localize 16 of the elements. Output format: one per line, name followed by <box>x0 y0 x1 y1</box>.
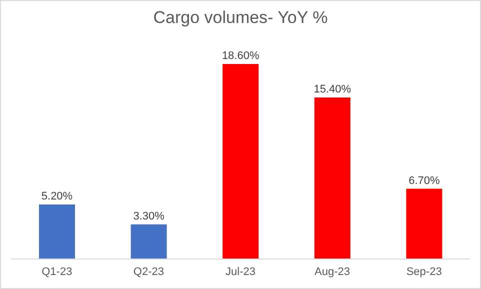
data-label: 5.20% <box>41 190 73 202</box>
data-label: 18.60% <box>222 50 260 62</box>
data-label: 3.30% <box>133 210 165 222</box>
data-label: 15.40% <box>314 84 352 96</box>
bar <box>314 98 350 259</box>
bar <box>39 204 75 259</box>
bar <box>130 224 167 259</box>
chart-title: Cargo volumes- YoY % <box>152 8 329 28</box>
x-tick-label: Q1-23 <box>42 266 72 278</box>
x-tick-label: Aug-23 <box>314 266 350 278</box>
x-tick-label: Q2-23 <box>133 266 164 278</box>
x-tick-label: Jul-23 <box>226 266 256 278</box>
bar <box>222 64 259 259</box>
bar <box>406 188 442 259</box>
data-label: 6.70% <box>408 174 440 187</box>
x-tick-label: Sep-23 <box>406 266 442 278</box>
